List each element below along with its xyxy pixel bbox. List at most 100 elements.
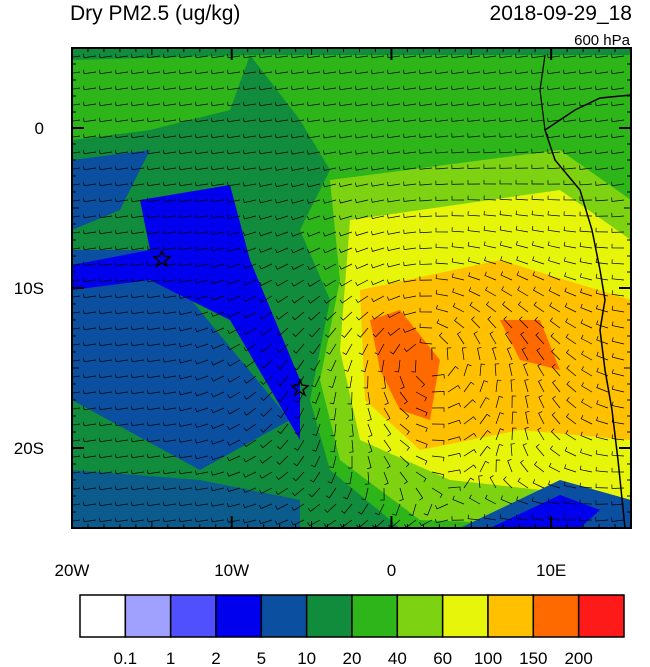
wind-barb bbox=[99, 437, 113, 443]
wind-barb bbox=[211, 149, 225, 155]
wind-barb bbox=[532, 479, 545, 489]
wind-barb bbox=[550, 332, 561, 345]
wind-barb bbox=[292, 343, 305, 354]
wind-barb bbox=[579, 53, 593, 59]
wind-barb bbox=[611, 484, 625, 489]
wind-barb bbox=[499, 164, 513, 169]
colorbar-box bbox=[351, 594, 399, 638]
wind-barb bbox=[72, 119, 81, 122]
wind-barb bbox=[211, 53, 225, 59]
wind-barb bbox=[115, 229, 129, 235]
wind-barb bbox=[211, 502, 225, 507]
wind-barb bbox=[163, 453, 177, 459]
wind-barb bbox=[310, 359, 321, 371]
wind-barb bbox=[179, 485, 193, 491]
wind-barb bbox=[515, 85, 529, 91]
wind-barb bbox=[308, 487, 321, 498]
colorbar-label: 10 bbox=[297, 649, 316, 667]
wind-barb bbox=[419, 85, 433, 91]
wind-barb bbox=[563, 101, 577, 107]
wind-barb bbox=[163, 133, 177, 139]
wind-barb bbox=[195, 101, 209, 107]
wind-barb bbox=[596, 416, 609, 425]
wind-barb bbox=[243, 295, 257, 302]
wind-barb bbox=[463, 381, 475, 393]
wind-barb bbox=[547, 210, 561, 217]
wind-barb bbox=[323, 247, 337, 254]
wind-barb bbox=[330, 407, 337, 421]
wind-barb bbox=[72, 55, 81, 58]
wind-barb bbox=[243, 247, 257, 253]
wind-barb bbox=[211, 295, 225, 301]
wind-barb bbox=[147, 485, 161, 491]
wind-barb bbox=[579, 196, 593, 201]
wind-barb bbox=[357, 327, 369, 338]
wind-barb bbox=[131, 453, 145, 459]
lat-tick-label: 20S bbox=[14, 439, 44, 458]
wind-barb bbox=[515, 53, 529, 59]
wind-barb bbox=[566, 380, 577, 393]
wind-barb bbox=[339, 69, 353, 75]
wind-barb bbox=[99, 309, 113, 315]
wind-barb bbox=[179, 133, 193, 139]
wind-barb bbox=[147, 197, 161, 203]
wind-barb bbox=[479, 380, 488, 393]
wind-barb bbox=[548, 480, 561, 489]
wind-barb bbox=[579, 85, 593, 91]
wind-barb bbox=[611, 197, 625, 202]
wind-barb bbox=[147, 101, 161, 107]
wind-barb bbox=[504, 331, 513, 345]
wind-barb bbox=[227, 85, 241, 91]
wind-barb bbox=[323, 101, 337, 107]
colorbar-label: 2 bbox=[211, 649, 220, 667]
wind-barb bbox=[415, 487, 424, 501]
wind-barb bbox=[179, 149, 193, 155]
wind-barb bbox=[72, 391, 81, 394]
wind-barb bbox=[499, 514, 513, 521]
wind-barb bbox=[580, 334, 593, 345]
wind-barb bbox=[345, 471, 353, 485]
wind-barb bbox=[323, 85, 337, 91]
lon-tick-label: 10E bbox=[536, 561, 566, 580]
colorbar-label: 150 bbox=[519, 649, 547, 667]
wind-barb bbox=[211, 197, 225, 203]
wind-barb bbox=[451, 180, 465, 185]
wind-barb bbox=[277, 391, 289, 403]
wind-barb bbox=[243, 117, 257, 123]
wind-barb bbox=[294, 407, 305, 420]
wind-barb bbox=[259, 471, 273, 479]
wind-barb bbox=[516, 256, 529, 265]
wind-barb bbox=[147, 85, 161, 91]
wind-barb bbox=[227, 263, 241, 269]
wind-barb bbox=[534, 316, 545, 329]
wind-barb bbox=[291, 199, 305, 204]
wind-barb bbox=[371, 198, 385, 203]
wind-barb bbox=[312, 423, 321, 436]
wind-barb bbox=[275, 295, 289, 304]
wind-barb bbox=[211, 117, 225, 123]
wind-barb bbox=[451, 211, 465, 217]
wind-barb bbox=[467, 164, 481, 169]
wind-barb bbox=[179, 406, 193, 412]
wind-barb bbox=[276, 327, 289, 337]
wind-barb bbox=[611, 212, 625, 218]
wind-barb bbox=[72, 215, 81, 218]
wind-barb bbox=[463, 477, 475, 489]
wind-barb bbox=[243, 327, 257, 335]
wind-barb bbox=[367, 455, 372, 469]
wind-barb bbox=[374, 343, 385, 356]
wind-barb bbox=[275, 471, 289, 481]
wind-barb bbox=[243, 455, 257, 463]
wind-barb bbox=[467, 257, 481, 265]
wind-barb bbox=[309, 471, 321, 483]
wind-barb bbox=[419, 228, 433, 234]
wind-barb bbox=[195, 85, 209, 91]
wind-barb bbox=[131, 149, 145, 155]
wind-barb bbox=[72, 103, 81, 106]
wind-barb bbox=[275, 182, 289, 188]
wind-barb bbox=[131, 85, 145, 91]
wind-barb bbox=[163, 229, 177, 235]
wind-barb bbox=[276, 439, 289, 450]
wind-barb bbox=[467, 211, 481, 217]
wind-barb bbox=[467, 85, 481, 91]
